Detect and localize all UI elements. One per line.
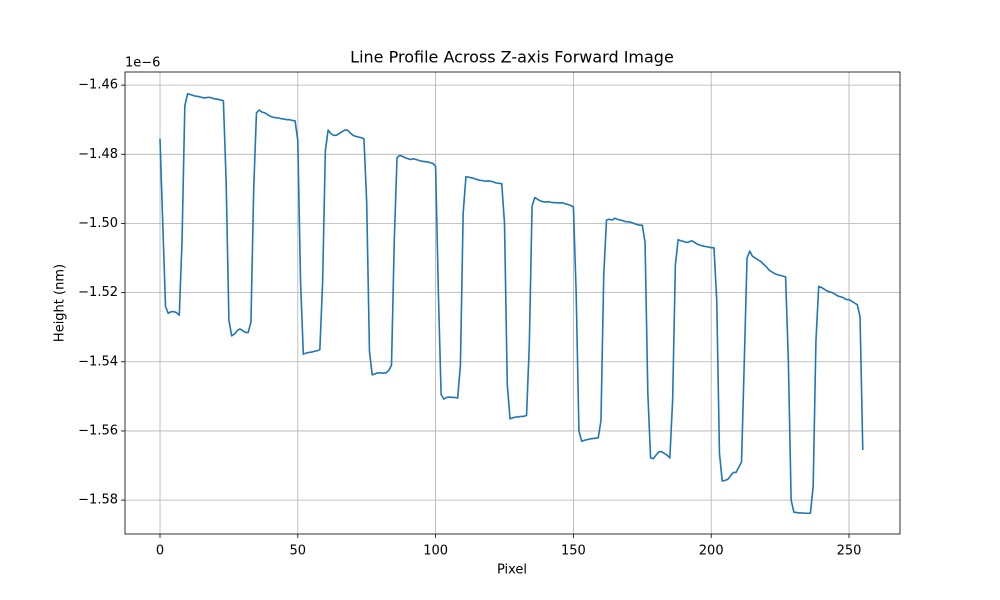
- y-tick-label: −1.48: [78, 147, 118, 162]
- y-tick-label: −1.56: [78, 423, 118, 438]
- x-tick-label: 50: [290, 544, 307, 559]
- x-tick-label: 250: [837, 544, 862, 559]
- y-tick-label: −1.52: [78, 285, 118, 300]
- data-line: [159, 92, 864, 515]
- y-offset-label: 1e−6: [125, 56, 160, 71]
- x-tick-label: 100: [423, 544, 448, 559]
- x-tick-label: 200: [699, 544, 724, 559]
- x-tick-label: 150: [561, 544, 586, 559]
- x-axis-label: Pixel: [497, 563, 527, 578]
- x-tick-label: 0: [156, 544, 164, 559]
- y-tick-label: −1.46: [78, 78, 118, 93]
- chart-title: Line Profile Across Z-axis Forward Image: [350, 48, 674, 67]
- y-tick-label: −1.54: [78, 354, 118, 369]
- y-tick-label: −1.58: [78, 493, 118, 508]
- plot-frame: [124, 71, 901, 535]
- y-axis-label: Height (nm): [53, 264, 68, 342]
- y-tick-label: −1.50: [78, 216, 118, 231]
